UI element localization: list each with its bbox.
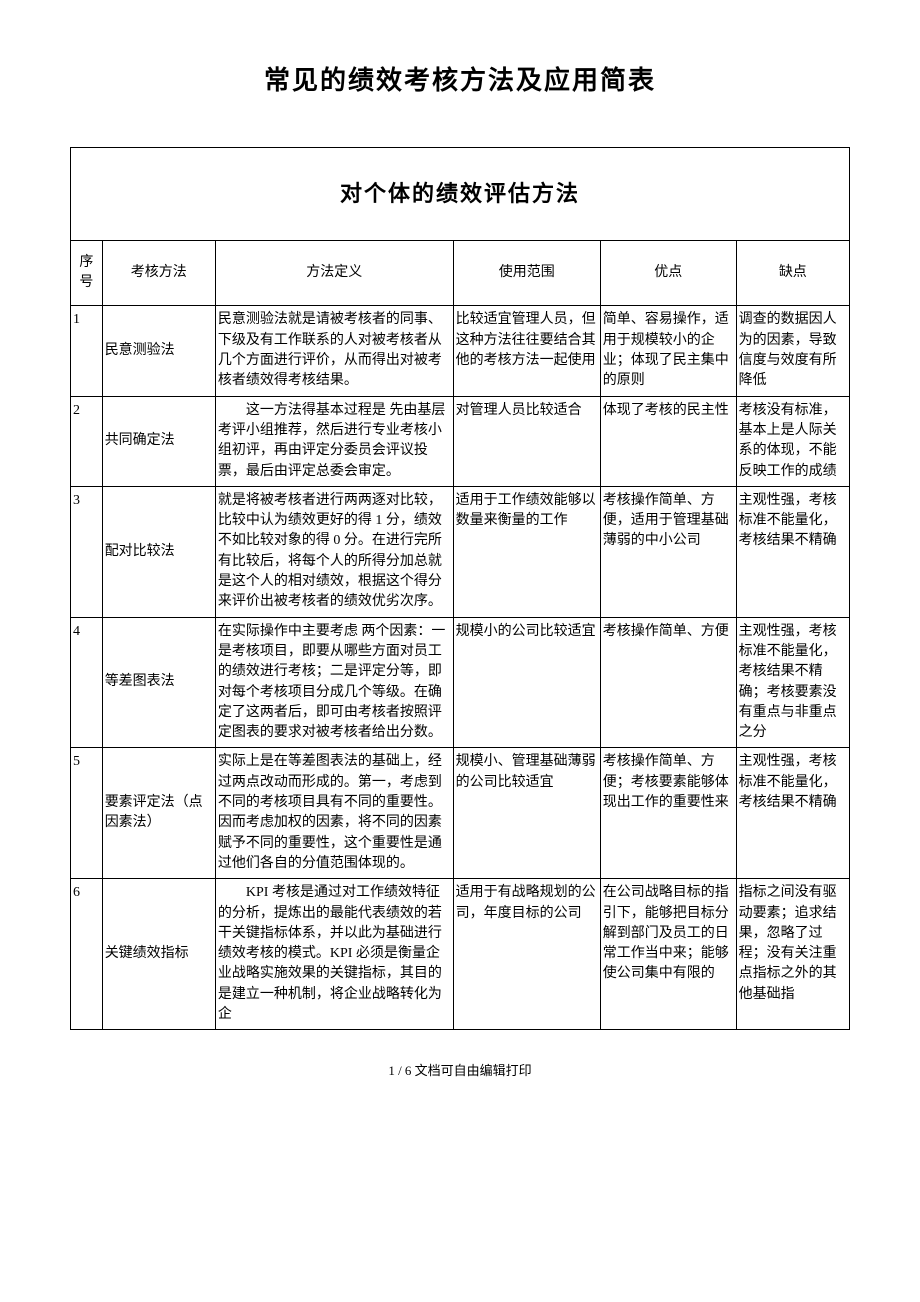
cell-seq: 2 [71,396,103,486]
cell-scope: 适用于工作绩效能够以数量来衡量的工作 [453,486,600,617]
cell-method: 民意测验法 [102,306,215,396]
cell-seq: 1 [71,306,103,396]
header-pros: 优点 [600,240,736,306]
cell-scope: 对管理人员比较适合 [453,396,600,486]
performance-methods-table: 对个体的绩效评估方法 序号 考核方法 方法定义 使用范围 优点 缺点 1 民意测… [70,147,850,1030]
page-title: 常见的绩效考核方法及应用简表 [70,60,850,97]
cell-cons: 考核没有标准，基本上是人际关系的体现，不能反映工作的成绩 [736,396,849,486]
cell-pros: 在公司战略目标的指引下，能够把目标分解到部门及员工的日常工作当中来；能够使公司集… [600,879,736,1030]
cell-method: 等差图表法 [102,617,215,748]
header-cons: 缺点 [736,240,849,306]
cell-definition: 这一方法得基本过程是 先由基层考评小组推荐，然后进行专业考核小组初评，再由评定分… [215,396,453,486]
cell-cons: 调查的数据因人为的因素，导致信度与效度有所降低 [736,306,849,396]
cell-definition: 在实际操作中主要考虑 两个因素：一是考核项目，即要从哪些方面对员工的绩效进行考核… [215,617,453,748]
cell-seq: 5 [71,748,103,879]
cell-seq: 3 [71,486,103,617]
cell-definition: 实际上是在等差图表法的基础上，经过两点改动而形成的。第一，考虑到不同的考核项目具… [215,748,453,879]
cell-method: 要素评定法（点因素法） [102,748,215,879]
cell-seq: 6 [71,879,103,1030]
header-seq: 序号 [71,240,103,306]
cell-cons: 指标之间没有驱动要素；追求结果，忽略了过程；没有关注重点指标之外的其他基础指 [736,879,849,1030]
table-row: 3 配对比较法 就是将被考核者进行两两逐对比较，比较中认为绩效更好的得 1 分，… [71,486,850,617]
header-definition: 方法定义 [215,240,453,306]
page-footer: 1 / 6 文档可自由编辑打印 [70,1060,850,1079]
cell-cons: 主观性强，考核标准不能量化，考核结果不精确；考核要素没有重点与非重点之分 [736,617,849,748]
table-row: 1 民意测验法 民意测验法就是请被考核者的同事、下级及有工作联系的人对被考核者从… [71,306,850,396]
cell-scope: 适用于有战略规划的公司，年度目标的公司 [453,879,600,1030]
cell-pros: 简单、容易操作，适用于规模较小的企业；体现了民主集中的原则 [600,306,736,396]
cell-scope: 规模小的公司比较适宜 [453,617,600,748]
header-scope: 使用范围 [453,240,600,306]
cell-pros: 考核操作简单、方便；考核要素能够体现出工作的重要性来 [600,748,736,879]
cell-cons: 主观性强，考核标准不能量化，考核结果不精确 [736,748,849,879]
cell-pros: 体现了考核的民主性 [600,396,736,486]
section-title: 对个体的绩效评估方法 [71,148,850,241]
cell-scope: 比较适宜管理人员，但这种方法往往要结合其他的考核方法一起使用 [453,306,600,396]
table-row: 4 等差图表法 在实际操作中主要考虑 两个因素：一是考核项目，即要从哪些方面对员… [71,617,850,748]
cell-definition: KPI 考核是通过对工作绩效特征的分析，提炼出的最能代表绩效的若干关键指标体系，… [215,879,453,1030]
cell-definition: 民意测验法就是请被考核者的同事、下级及有工作联系的人对被考核者从几个方面进行评价… [215,306,453,396]
table-row: 6 关键绩效指标 KPI 考核是通过对工作绩效特征的分析，提炼出的最能代表绩效的… [71,879,850,1030]
cell-method: 共同确定法 [102,396,215,486]
table-row: 2 共同确定法 这一方法得基本过程是 先由基层考评小组推荐，然后进行专业考核小组… [71,396,850,486]
cell-method: 配对比较法 [102,486,215,617]
table-row: 5 要素评定法（点因素法） 实际上是在等差图表法的基础上，经过两点改动而形成的。… [71,748,850,879]
cell-pros: 考核操作简单、方便 [600,617,736,748]
header-method: 考核方法 [102,240,215,306]
cell-method: 关键绩效指标 [102,879,215,1030]
cell-scope: 规模小、管理基础薄弱的公司比较适宜 [453,748,600,879]
cell-pros: 考核操作简单、方便，适用于管理基础薄弱的中小公司 [600,486,736,617]
cell-cons: 主观性强，考核标准不能量化，考核结果不精确 [736,486,849,617]
section-header-row: 对个体的绩效评估方法 [71,148,850,241]
column-header-row: 序号 考核方法 方法定义 使用范围 优点 缺点 [71,240,850,306]
cell-definition: 就是将被考核者进行两两逐对比较，比较中认为绩效更好的得 1 分，绩效不如比较对象… [215,486,453,617]
cell-seq: 4 [71,617,103,748]
